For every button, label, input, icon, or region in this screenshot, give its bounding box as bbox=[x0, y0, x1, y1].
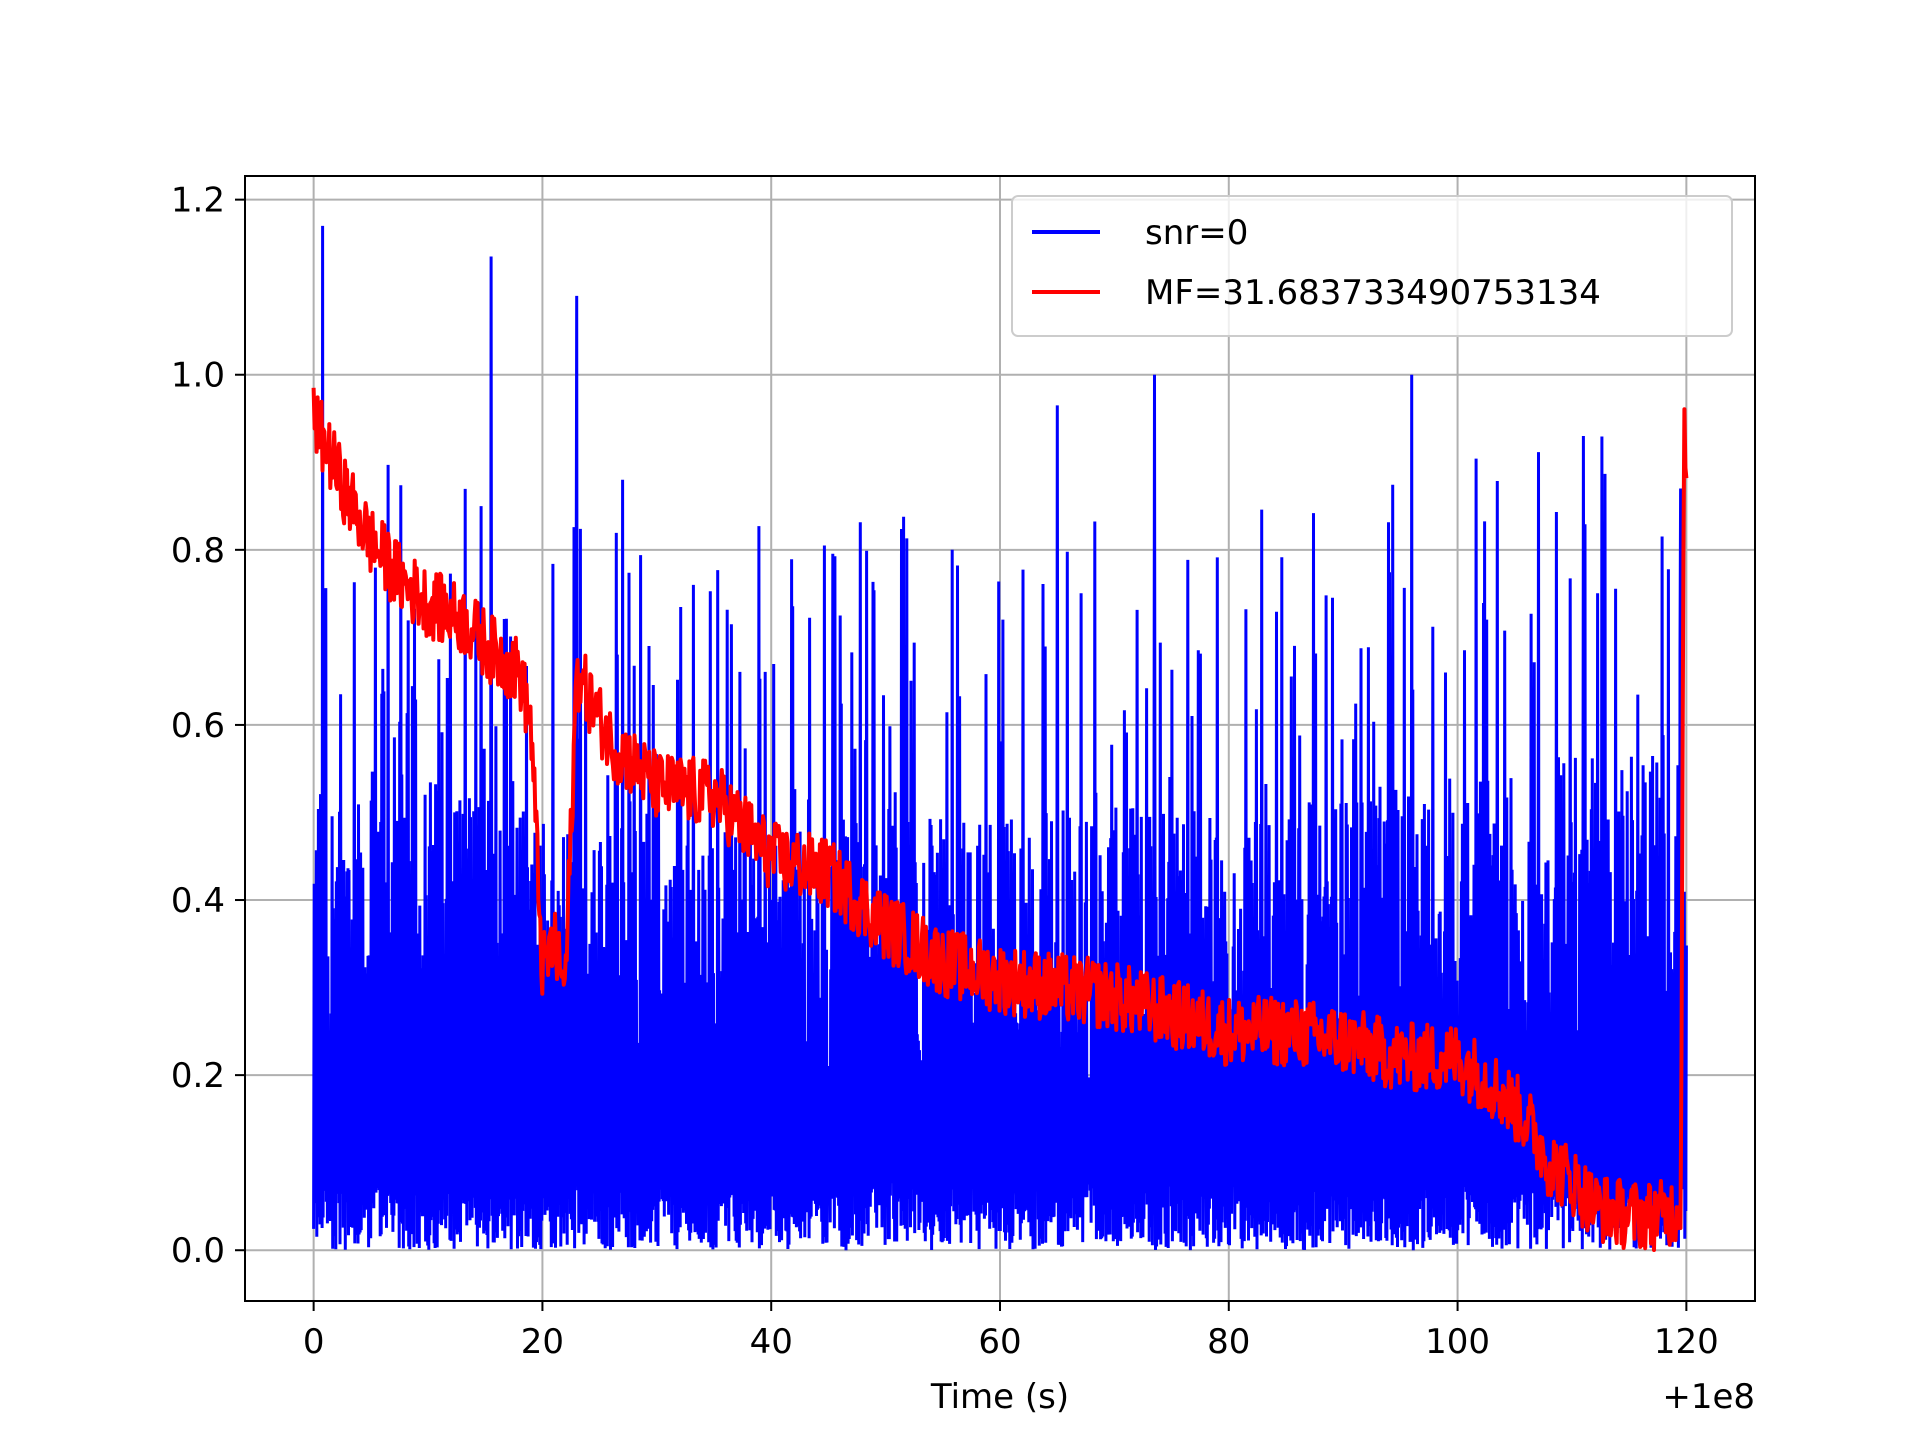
data-layer bbox=[311, 225, 1689, 1252]
series-line-mf bbox=[311, 387, 1689, 1252]
series-line-snr bbox=[312, 225, 1688, 1251]
ticks: 0 20 40 60 80 100 120 0.0 0.2 0.4 0.6 0.8 1.0 1.2 bbox=[171, 181, 1719, 1362]
x-tick-label: 100 bbox=[1425, 1322, 1490, 1362]
legend: snr=0 MF=31.683733490753134 bbox=[1011, 195, 1733, 337]
legend-entry-snr: snr=0 bbox=[1145, 213, 1248, 253]
y-tick-label: 0.0 bbox=[171, 1231, 225, 1271]
legend-box bbox=[1011, 195, 1733, 337]
x-axis-offset-label: +1e8 bbox=[1662, 1377, 1755, 1417]
y-tick-label: 1.2 bbox=[171, 181, 225, 221]
y-tick-label: 0.8 bbox=[171, 531, 225, 571]
y-tick-label: 0.4 bbox=[171, 881, 225, 921]
x-tick-label: 40 bbox=[750, 1322, 793, 1362]
legend-entry-mf: MF=31.683733490753134 bbox=[1145, 273, 1601, 313]
x-tick-label: 80 bbox=[1207, 1322, 1250, 1362]
x-tick-label: 20 bbox=[521, 1322, 564, 1362]
y-tick-label: 1.0 bbox=[171, 356, 225, 396]
y-tick-label: 0.6 bbox=[171, 706, 225, 746]
x-tick-label: 0 bbox=[303, 1322, 325, 1362]
y-tick-label: 0.2 bbox=[171, 1056, 225, 1096]
x-axis-label: Time (s) bbox=[930, 1377, 1069, 1417]
plot-area: 0 20 40 60 80 100 120 0.0 0.2 0.4 0.6 0.8 1.0 1.2 Tim… bbox=[171, 175, 1756, 1417]
x-tick-label: 120 bbox=[1654, 1322, 1719, 1362]
x-tick-label: 60 bbox=[978, 1322, 1021, 1362]
